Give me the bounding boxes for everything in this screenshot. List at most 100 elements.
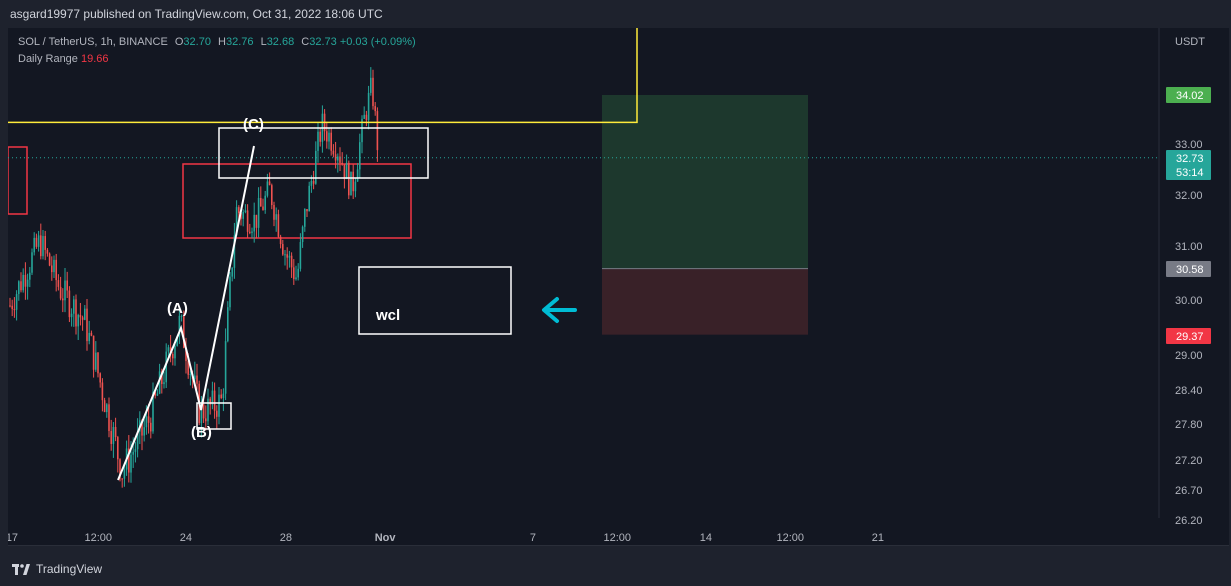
y-tick-label: 27.20 xyxy=(1175,455,1203,467)
tradingview-logo-icon xyxy=(12,563,30,575)
candle-body xyxy=(88,332,90,342)
candle-body xyxy=(277,214,280,237)
x-tick-label: 21 xyxy=(872,532,884,544)
y-tick-label: 30.00 xyxy=(1175,295,1203,307)
price-badge-last-price xyxy=(1166,150,1211,180)
open-label: O xyxy=(174,36,184,48)
y-tick-label: 31.00 xyxy=(1175,241,1203,253)
candle-body xyxy=(64,280,66,301)
candle-body xyxy=(70,313,73,318)
footer: TradingView xyxy=(0,546,1231,586)
y-tick-label: 28.40 xyxy=(1175,385,1203,397)
b-wave-box[interactable] xyxy=(196,402,232,430)
candle-body xyxy=(31,252,33,273)
candle-body xyxy=(202,404,205,419)
chart-legend: SOL / TetherUS, 1h, BINANCE O32.70 H32.7… xyxy=(18,34,416,68)
indicator-name[interactable]: Daily Range xyxy=(18,53,78,65)
candle-body xyxy=(361,118,363,143)
price-badge-label: 29.37 xyxy=(1176,331,1204,343)
candle-body xyxy=(119,459,121,479)
price-chart[interactable]: USDT 33.00 32.00 31.00 30.00 29.00 28.40 27.80 2… xyxy=(8,28,1229,546)
candle-body xyxy=(326,131,328,142)
x-tick-label: 14 xyxy=(700,532,712,544)
candle-body xyxy=(229,276,231,308)
price-badge-entry xyxy=(1166,261,1211,277)
tradingview-logo[interactable]: TradingView xyxy=(12,562,102,576)
candle-body xyxy=(112,426,115,444)
x-tick-label: 12:00 xyxy=(777,532,805,544)
c-wave-box[interactable] xyxy=(218,127,429,179)
left-red-box[interactable] xyxy=(8,146,28,215)
candle-body xyxy=(330,132,332,151)
candle-body xyxy=(304,209,306,227)
candle-body xyxy=(53,259,55,273)
candle-body xyxy=(141,420,143,436)
profit-zone[interactable] xyxy=(602,95,808,269)
open-value: 32.70 xyxy=(183,36,211,48)
candle-body xyxy=(238,207,240,213)
candle-body xyxy=(99,373,101,383)
candle-body xyxy=(242,212,244,219)
candle-body xyxy=(249,231,251,233)
x-tick-label: 28 xyxy=(280,532,292,544)
y-tick-label: 32.00 xyxy=(1175,190,1203,202)
candle-body xyxy=(48,253,51,266)
candle-body xyxy=(18,281,20,295)
ohlc-row: SOL / TetherUS, 1h, BINANCE O32.70 H32.7… xyxy=(18,34,416,51)
candle-body xyxy=(266,181,269,196)
candle-body xyxy=(95,352,97,370)
y-tick-label: 29.00 xyxy=(1175,350,1203,362)
price-badge-label: 30.58 xyxy=(1176,264,1204,276)
close-label: C xyxy=(301,36,310,48)
candle-body xyxy=(306,209,308,212)
candle-body xyxy=(167,347,170,352)
candle-body xyxy=(312,180,315,184)
candle-body xyxy=(145,416,148,428)
abc-wave-line[interactable] xyxy=(117,145,255,481)
candle-body xyxy=(352,171,354,192)
candle-body xyxy=(271,185,273,206)
price-badge-label: 32.73 xyxy=(1176,153,1204,165)
candle-body xyxy=(75,299,77,327)
candle-body xyxy=(354,181,357,192)
candle-body xyxy=(37,235,40,247)
candle-body xyxy=(290,255,293,268)
close-value: 32.73 xyxy=(309,36,337,48)
candle-body xyxy=(130,454,132,473)
candle-body xyxy=(262,206,264,211)
supply-zone-box[interactable] xyxy=(182,163,412,239)
yellow-level-line[interactable] xyxy=(8,28,638,124)
candle-body xyxy=(35,237,38,247)
candle-body xyxy=(365,114,368,121)
candle-body xyxy=(163,382,165,385)
candle-body xyxy=(108,404,110,432)
candle-body xyxy=(15,294,18,310)
loss-zone[interactable] xyxy=(602,268,808,335)
candle-body xyxy=(255,214,258,228)
candle-body xyxy=(132,451,134,455)
candle-body xyxy=(293,267,295,280)
candle-body xyxy=(374,106,376,112)
candle-body xyxy=(218,394,220,417)
candle-body xyxy=(273,205,275,220)
candle-body xyxy=(24,274,27,287)
symbol-label[interactable]: SOL / TetherUS, 1h, BINANCE xyxy=(18,36,168,48)
candle-body xyxy=(222,393,225,398)
candle-body xyxy=(246,210,249,232)
candle-body xyxy=(59,286,62,299)
high-value: 32.76 xyxy=(225,36,254,48)
candle-body xyxy=(92,335,95,370)
chart-area[interactable]: USDT 33.00 32.00 31.00 30.00 29.00 28.40 27.80 2… xyxy=(8,28,1229,546)
wcl-box[interactable] xyxy=(358,266,512,335)
candle-body xyxy=(20,281,22,291)
candle-body xyxy=(348,162,350,196)
candle-body xyxy=(22,274,24,291)
candle-body xyxy=(372,77,374,107)
candle-body xyxy=(66,280,68,291)
arrow-icon xyxy=(542,297,577,323)
candle-body xyxy=(158,371,161,394)
publish-header: asgard19977 published on TradingView.com… xyxy=(0,0,1231,28)
candle-body xyxy=(114,426,117,438)
candle-body xyxy=(288,255,291,258)
candle-body xyxy=(251,231,253,233)
